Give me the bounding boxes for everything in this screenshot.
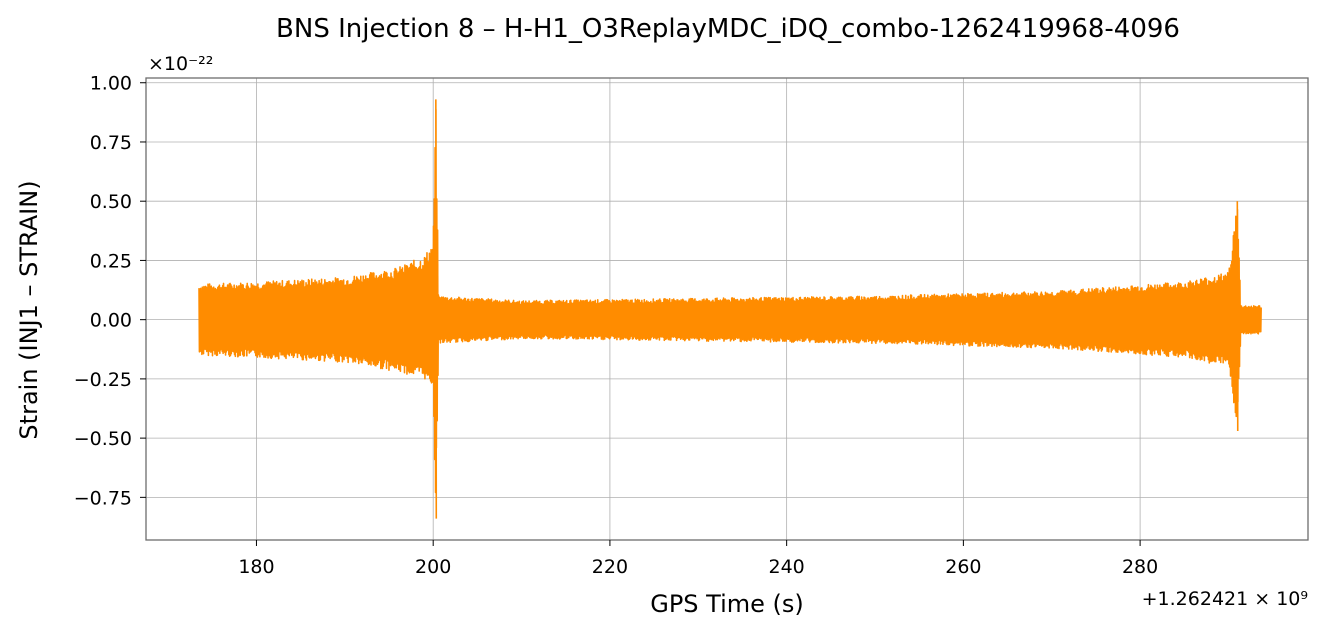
x-tick-label: 200 (415, 556, 451, 578)
y-axis-label: Strain (INJ1 – STRAIN) (15, 180, 43, 439)
x-tick-label: 260 (945, 556, 981, 578)
y-tick-label: −0.75 (74, 487, 132, 509)
y-tick-label: 0.00 (90, 310, 132, 332)
x-axis-label: GPS Time (s) (650, 590, 804, 618)
x-tick-label: 240 (769, 556, 805, 578)
x-tick-label: 220 (592, 556, 628, 578)
series-layer (198, 99, 1262, 519)
chart-title: BNS Injection 8 – H-H1_O3ReplayMDC_iDQ_c… (276, 14, 1180, 44)
plot-frame (145, 77, 1309, 541)
x-ticks: 180 200 220 240 260 280 (238, 540, 1158, 578)
y-tick-label: 0.75 (90, 132, 132, 154)
y-ticks: 1.00 0.75 0.50 0.25 0.00 −0.25 −0.50 −0.75 (74, 73, 146, 509)
y-tick-label: 0.25 (90, 250, 132, 272)
y-tick-label: −0.50 (74, 428, 132, 450)
y-tick-label: −0.25 (74, 369, 132, 391)
strain-series-line (198, 99, 1262, 519)
y-tick-label: 0.50 (90, 191, 132, 213)
y-scale-factor: ×10⁻²² (148, 53, 213, 75)
y-tick-label: 1.00 (90, 73, 132, 95)
x-tick-label: 180 (238, 556, 274, 578)
x-offset-label: +1.262421 × 10⁹ (1142, 588, 1308, 610)
x-tick-label: 280 (1122, 556, 1158, 578)
